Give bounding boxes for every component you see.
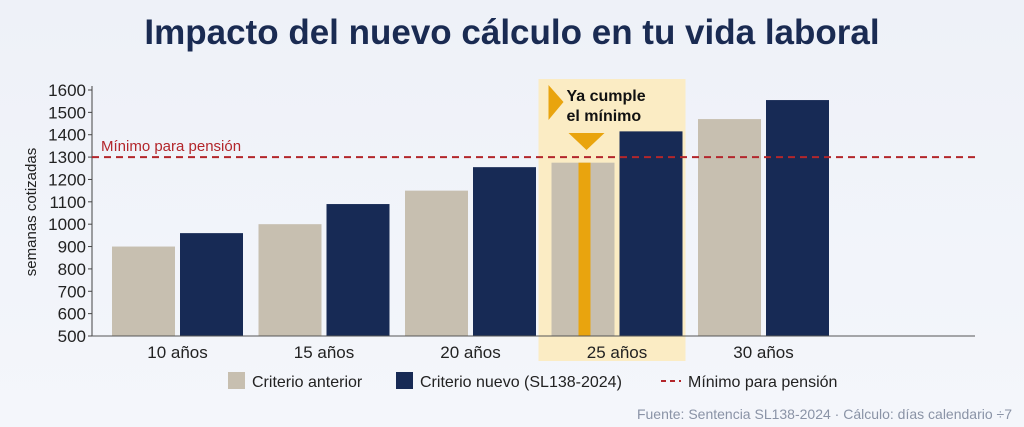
- bar-anterior: [112, 246, 175, 336]
- bar-nuevo: [473, 167, 536, 336]
- x-tick-label: 30 años: [733, 343, 794, 362]
- bar-nuevo: [180, 233, 243, 336]
- y-tick-label: 900: [58, 238, 86, 257]
- highlight-accent-strip: [578, 162, 591, 336]
- annotation-arrow-icon: [568, 133, 605, 150]
- y-tick-label: 1000: [48, 215, 86, 234]
- y-tick-label: 1300: [48, 148, 86, 167]
- y-tick-label: 1100: [49, 193, 86, 212]
- x-tick-label: 20 años: [440, 343, 501, 362]
- y-tick-label: 1500: [48, 103, 86, 122]
- y-tick-label: 1200: [48, 170, 86, 189]
- x-tick-label: 10 años: [147, 343, 208, 362]
- y-tick-label: 700: [58, 282, 86, 301]
- legend-label: Criterio anterior: [252, 374, 363, 391]
- bar-nuevo: [326, 204, 390, 336]
- axis-layer: semanas cotizadas 500 600 700 800 900 1000 110…: [23, 81, 975, 362]
- threshold-label: Mínimo para pensión: [101, 138, 241, 155]
- x-tick-label: 15 años: [294, 343, 355, 362]
- bar-nuevo: [766, 100, 829, 337]
- y-tick-label: 800: [58, 260, 86, 279]
- bar-nuevo: [619, 131, 683, 336]
- x-tick-label: 25 años: [587, 343, 648, 362]
- legend-label: Mínimo para pensión: [688, 374, 837, 391]
- legend-swatch-anterior: [228, 372, 245, 389]
- threshold-layer: Mínimo para pensión: [92, 138, 975, 159]
- legend: Criterio anterior Criterio nuevo (SL138-2…: [228, 372, 837, 391]
- legend-label: Criterio nuevo (SL138-2024): [420, 374, 622, 391]
- legend-swatch-nuevo: [396, 372, 413, 389]
- bar-anterior: [698, 119, 761, 336]
- annotation-play-icon: [548, 85, 564, 120]
- annotation-text: Ya cumple: [567, 88, 646, 105]
- y-tick-label: 1600: [48, 81, 86, 100]
- source-note: Fuente: Sentencia SL138-2024 · Cálculo: …: [637, 406, 1012, 422]
- chart-title: Impacto del nuevo cálculo en tu vida lab…: [144, 13, 879, 52]
- y-axis-label: semanas cotizadas: [23, 148, 40, 276]
- annotation-text: el mínimo: [567, 108, 642, 125]
- bars-layer: [112, 100, 829, 337]
- y-tick-label: 600: [58, 305, 86, 324]
- y-tick-label: 1400: [48, 126, 86, 145]
- bar-anterior: [405, 190, 468, 336]
- y-tick-label: 500: [58, 327, 86, 346]
- bar-anterior: [258, 224, 322, 336]
- annotation-layer: Ya cumple el mínimo: [548, 85, 646, 150]
